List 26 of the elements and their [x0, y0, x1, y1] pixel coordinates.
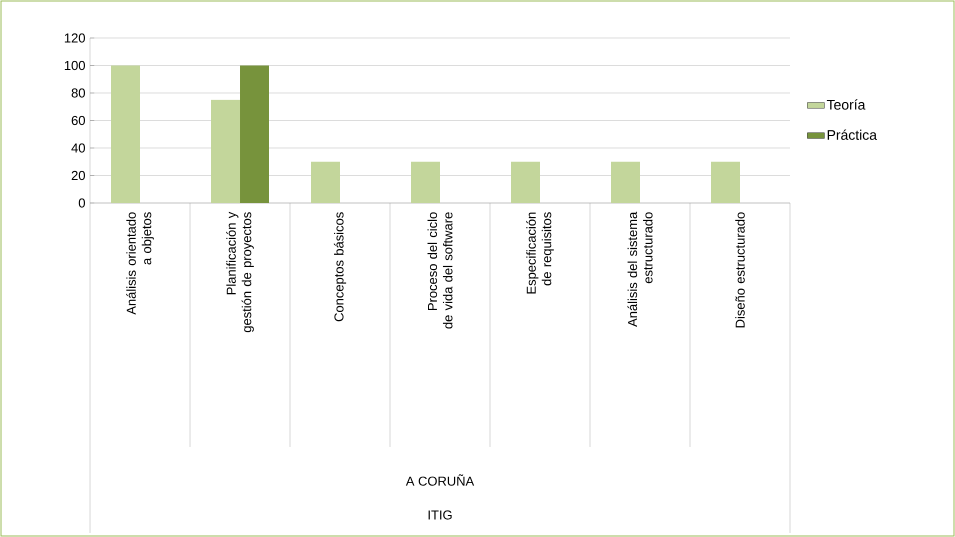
y-tick-label: 80 — [72, 88, 85, 98]
y-tick-label: 0 — [78, 198, 85, 208]
y-tick-label: 40 — [71, 143, 85, 153]
x-tick-label: Planificación y gestión de proyectos — [226, 212, 254, 332]
x-tick-label: Análisis del sistema estructurado — [627, 212, 653, 327]
x-tick-label: Diseño estructurado — [735, 212, 745, 328]
y-tick-label: 20 — [72, 170, 85, 180]
text: ITIG — [428, 510, 452, 520]
bar — [711, 162, 740, 203]
bar — [111, 65, 140, 203]
x-tick-label: Análisis orientado a objetos — [126, 212, 154, 315]
x-tick-label: Proceso del ciclo de vida del software — [428, 212, 452, 329]
bar — [411, 162, 440, 203]
text: A CORUÑA — [406, 474, 474, 486]
bar — [511, 162, 540, 203]
y-tick-label: 60 — [72, 116, 85, 126]
bar — [311, 162, 340, 203]
bar — [240, 65, 270, 203]
x-tick-label: Conceptos básicos — [334, 212, 346, 322]
legend-label: Teoría — [826, 99, 866, 110]
bar — [211, 100, 240, 203]
y-tick-label: 120 — [64, 33, 85, 43]
x-tick-label: Especificación de requisitos — [526, 212, 554, 294]
legend-label: Práctica — [828, 129, 877, 140]
bar — [611, 162, 640, 203]
y-tick-label: 100 — [64, 60, 85, 70]
